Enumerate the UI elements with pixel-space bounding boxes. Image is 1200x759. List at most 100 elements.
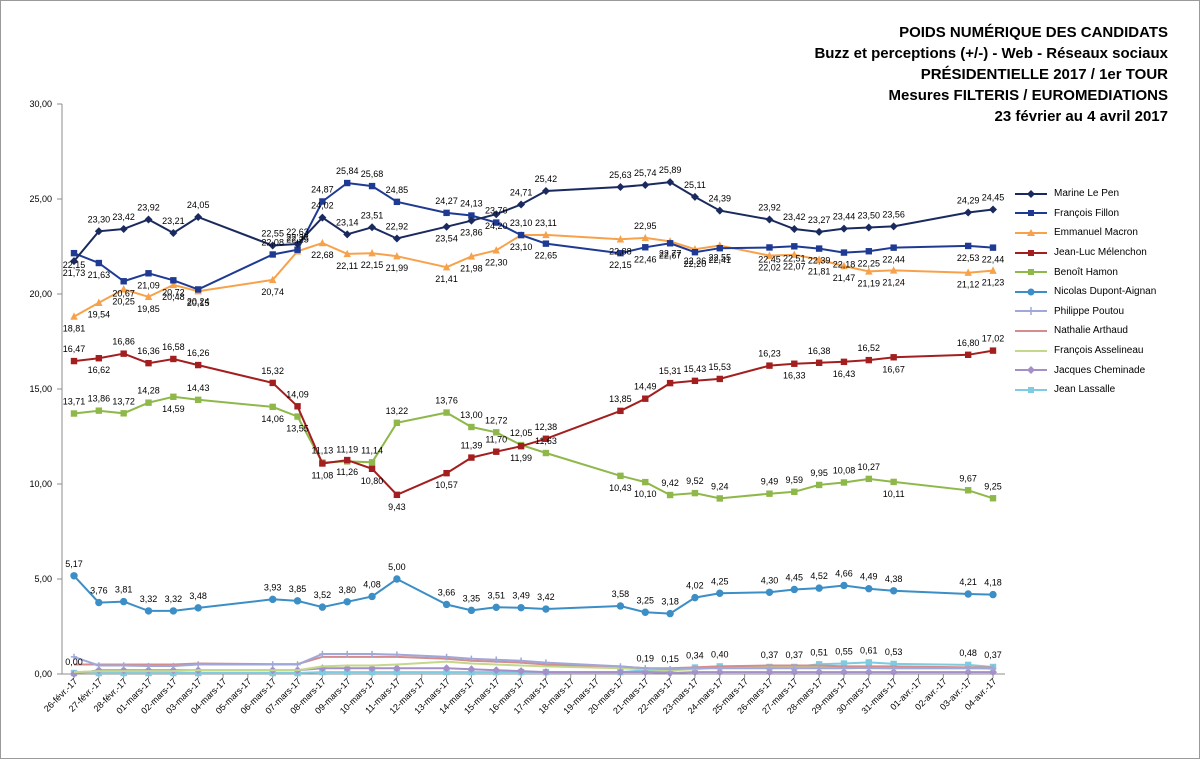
series-nicolas-dupont-aignan-point: [467, 606, 476, 615]
data-label: 4,52: [810, 571, 828, 581]
series-emmanuel-macron-point: [641, 233, 649, 242]
data-label: 23,50: [858, 211, 881, 221]
series-philippe-poutou-point: [468, 655, 475, 662]
data-label: 10,27: [858, 462, 881, 472]
series-nicolas-dupont-aignan-point: [716, 589, 724, 597]
data-label: 3,49: [512, 591, 530, 601]
series-benoit-hamon-point: [194, 396, 202, 404]
series-emmanuel-macron-point: [368, 248, 376, 257]
data-label: 16,86: [112, 337, 135, 347]
series-benoit-hamon-point: [791, 488, 798, 495]
data-label: 21,73: [63, 268, 86, 278]
series-jacques-cheminade-point: [616, 668, 625, 677]
data-label: 16,58: [162, 342, 185, 352]
legend-label: François Fillon: [1054, 207, 1120, 219]
data-label: 24,85: [386, 185, 409, 195]
series-philippe-poutou-point: [493, 656, 500, 663]
data-label: 16,67: [882, 364, 905, 374]
series-philippe-poutou-point: [95, 662, 103, 669]
series-marine-le-pen-line: [73, 181, 994, 262]
series-nicolas-dupont-aignan-point: [119, 597, 128, 606]
data-label: 22,33: [286, 233, 309, 243]
series-jacques-cheminade-point: [442, 664, 451, 673]
chart-subtitle-2: PRÉSIDENTIELLE 2017 / 1er TOUR: [920, 66, 1168, 83]
series-nicolas-dupont-aignan-point: [517, 603, 525, 612]
data-label: 24,05: [187, 200, 210, 210]
data-label: 22,95: [634, 221, 657, 231]
series-jacques-cheminade-point: [467, 665, 476, 674]
series-jean-luc-melenchon-point: [344, 456, 351, 464]
data-label: 9,67: [959, 473, 977, 483]
series-emmanuel-macron-point: [169, 280, 178, 289]
data-label: 16,80: [957, 338, 980, 348]
data-label: 23,51: [361, 210, 384, 220]
data-label: 22,92: [386, 222, 409, 232]
data-label: 22,39: [808, 256, 831, 266]
series-philippe-poutou-point: [890, 665, 897, 672]
series-philippe-poutou-point: [617, 663, 624, 670]
data-label: 4,25: [711, 576, 729, 586]
data-label: 13,71: [63, 397, 86, 407]
series-jean-luc-melenchon-point: [194, 361, 202, 369]
series-nicolas-dupont-aignan-point: [542, 605, 550, 613]
series-benoit-hamon-point: [393, 419, 401, 427]
series-nicolas-dupont-aignan-line: [73, 575, 994, 615]
data-label: 22,07: [783, 262, 806, 272]
series-marine-le-pen-point: [864, 223, 873, 232]
data-label: 22,53: [957, 253, 980, 263]
series-benoit-hamon-point: [95, 407, 103, 414]
series-benoit-hamon-point: [443, 409, 450, 416]
data-label: 0,37: [786, 650, 804, 660]
data-label: 3,48: [189, 591, 207, 601]
series-francois-fillon-point: [716, 245, 723, 252]
series-marine-le-pen-point: [989, 205, 997, 214]
data-label: 21,24: [882, 277, 905, 287]
series-emmanuel-macron-point: [840, 261, 848, 270]
chart-title: POIDS NUMÉRIQUE DES CANDIDATS: [899, 24, 1168, 41]
legend-swatch: [1015, 288, 1047, 296]
data-label: 0,51: [810, 647, 828, 657]
series-emmanuel-macron-point: [765, 251, 774, 259]
data-label: 16,62: [88, 365, 111, 375]
series-nicolas-dupont-aignan-point: [765, 588, 774, 596]
series-emmanuel-macron-point: [467, 252, 476, 260]
series-philippe-poutou-point: [517, 657, 525, 664]
series-philippe-poutou-point: [269, 661, 276, 668]
series-marine-le-pen-point: [964, 208, 973, 217]
series-benoit-hamon-point: [989, 495, 997, 502]
data-label: 23,10: [510, 242, 533, 252]
series-philippe-poutou-point: [120, 662, 127, 669]
series-philippe-poutou-point: [666, 666, 674, 673]
data-label: 20,72: [162, 287, 185, 297]
data-label: 14,49: [634, 382, 657, 392]
data-label: 22,25: [286, 234, 309, 244]
data-label: 3,35: [463, 593, 481, 603]
series-jean-luc-melenchon-point: [840, 358, 848, 366]
data-label: 15,32: [261, 366, 284, 376]
legend-swatch: [1015, 210, 1047, 217]
chart-subtitle-1: Buzz et perceptions (+/-) - Web - Réseau…: [814, 45, 1168, 62]
data-label: 23,76: [485, 206, 508, 216]
series-nicolas-dupont-aignan-point: [666, 609, 674, 618]
data-label: 18,81: [63, 324, 86, 334]
data-label: 3,51: [487, 590, 505, 600]
data-label: 20,24: [187, 296, 210, 306]
series-emmanuel-macron-point: [442, 263, 451, 271]
data-label: 5,17: [65, 559, 83, 569]
series-benoit-hamon-point: [368, 459, 376, 466]
data-label: 21,12: [957, 280, 980, 290]
series-francois-fillon-point: [493, 219, 500, 226]
series-philippe-poutou-point: [170, 662, 177, 670]
series-benoit-hamon-point: [120, 410, 127, 417]
data-label: 3,32: [165, 594, 183, 604]
data-label: 12,72: [485, 415, 508, 425]
series-benoit-hamon-point: [617, 472, 624, 480]
data-label: 24,27: [435, 196, 458, 206]
data-label: 20,25: [112, 296, 135, 306]
legend-item: Jacques Cheminade: [1014, 360, 1156, 380]
legend-label: François Asselineau: [1054, 345, 1144, 357]
data-label: 15,43: [684, 364, 707, 374]
series-marine-le-pen-point: [169, 229, 178, 238]
data-label: 22,41: [709, 255, 732, 265]
